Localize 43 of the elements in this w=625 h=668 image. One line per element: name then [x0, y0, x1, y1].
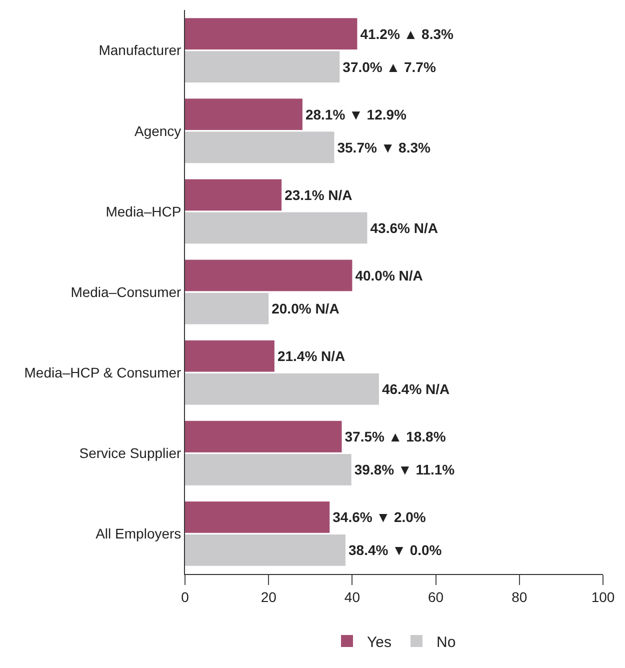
y-tick-label: Service Supplier	[79, 445, 182, 462]
bar	[185, 18, 358, 50]
legend-label: No	[436, 634, 456, 651]
bar	[185, 340, 274, 372]
data-label: 37.5% ▲ 18.8%	[344, 428, 446, 445]
x-tick-label: 80	[512, 588, 528, 605]
data-label: 23.1% N/A	[284, 186, 352, 203]
bar	[185, 179, 282, 211]
bar	[185, 454, 352, 486]
bar	[185, 51, 340, 82]
y-tick-label: Manufacturer	[98, 42, 182, 58]
bar	[185, 420, 342, 452]
bar	[185, 132, 334, 164]
bar	[185, 534, 346, 566]
data-label: 41.2% ▲ 8.3%	[360, 26, 454, 42]
x-tick-label: 60	[428, 588, 444, 605]
y-tick-label: Media–HCP & Consumer	[24, 364, 182, 380]
bar	[185, 98, 302, 130]
data-label: 43.6% N/A	[370, 220, 438, 236]
bar	[185, 373, 379, 405]
bar	[185, 502, 330, 533]
data-label: 38.4% ▼ 0.0%	[348, 542, 442, 558]
data-label: 39.8% ▼ 11.1%	[354, 462, 456, 478]
x-tick-label: 40	[344, 588, 360, 605]
data-label: 20.0% N/A	[272, 300, 340, 317]
y-tick-label: Media–HCP	[106, 203, 182, 220]
data-label: 46.4% N/A	[382, 381, 450, 398]
bar	[185, 260, 352, 292]
x-tick-label: 100	[591, 588, 615, 605]
x-tick-label: 20	[260, 588, 277, 605]
y-tick-label: Agency	[134, 122, 182, 139]
x-tick-label: 0	[181, 588, 190, 605]
legend-label: Yes	[367, 634, 392, 651]
y-tick-label: All Employers	[96, 526, 182, 542]
data-label: 28.1% ▼ 12.9%	[305, 106, 408, 122]
data-label: 35.7% ▼ 8.3%	[337, 139, 432, 156]
data-label: 21.4% N/A	[277, 348, 346, 364]
y-tick-label: Media–Consumer	[70, 284, 182, 300]
bar	[185, 212, 368, 244]
data-label: 34.6% ▼ 2.0%	[332, 509, 426, 526]
data-label: 37.0% ▲ 7.7%	[342, 58, 436, 75]
data-label: 40.0% N/A	[355, 267, 423, 284]
bar	[185, 292, 269, 324]
